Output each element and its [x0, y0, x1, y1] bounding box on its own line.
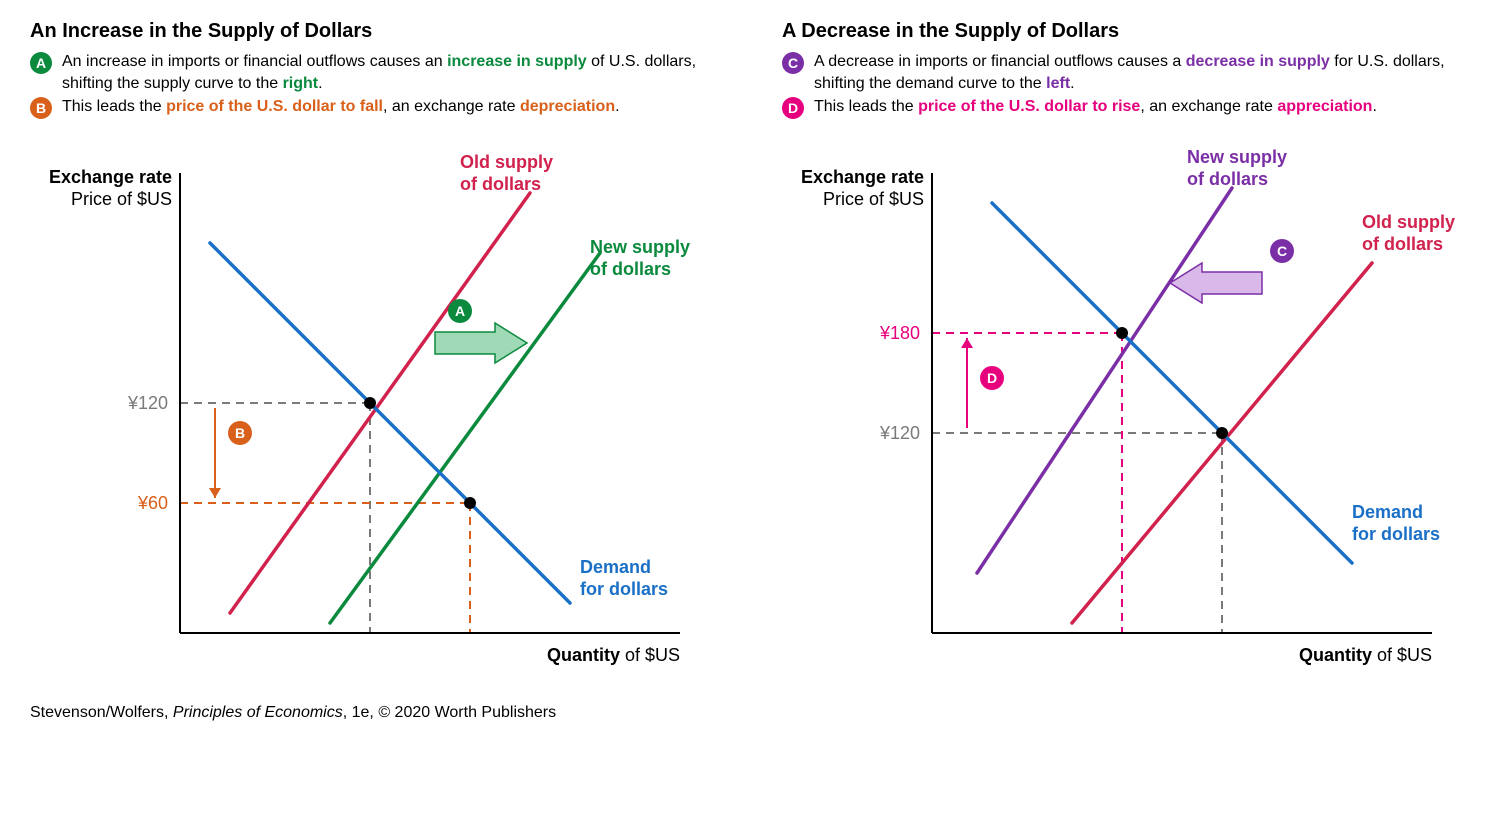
- svg-text:New supply: New supply: [590, 237, 690, 257]
- svg-text:New supply: New supply: [1187, 147, 1287, 167]
- left-panel: An Increase in the Supply of Dollars A An…: [30, 20, 722, 698]
- right-chart: ¥120¥180Old supplyof dollarsNew supplyof…: [782, 133, 1474, 698]
- svg-text:¥60: ¥60: [137, 493, 168, 513]
- svg-text:¥120: ¥120: [127, 393, 168, 413]
- svg-text:of dollars: of dollars: [1187, 169, 1268, 189]
- svg-text:for dollars: for dollars: [580, 579, 668, 599]
- chart-svg: ¥120¥180Old supplyof dollarsNew supplyof…: [782, 133, 1482, 693]
- svg-text:A: A: [455, 303, 465, 319]
- right-title: A Decrease in the Supply of Dollars: [782, 20, 1474, 43]
- svg-text:Exchange rate: Exchange rate: [49, 167, 172, 187]
- svg-text:C: C: [1277, 243, 1287, 259]
- bullet-item: A An increase in imports or financial out…: [30, 51, 722, 94]
- credit-line: Stevenson/Wolfers, Principles of Economi…: [30, 704, 1474, 722]
- bullet-item: C A decrease in imports or financial outf…: [782, 51, 1474, 94]
- svg-text:Price of $US: Price of $US: [823, 189, 924, 209]
- svg-text:¥120: ¥120: [879, 423, 920, 443]
- svg-text:Old supply: Old supply: [460, 152, 553, 172]
- chart-svg: ¥120¥60Old supplyof dollarsNew supplyof …: [30, 133, 730, 693]
- svg-text:Exchange rate: Exchange rate: [801, 167, 924, 187]
- svg-text:Old supply: Old supply: [1362, 212, 1455, 232]
- bullet-text: An increase in imports or financial outf…: [62, 51, 722, 94]
- bullet-text: This leads the price of the U.S. dollar …: [814, 96, 1474, 118]
- bullet-badge: A: [30, 52, 52, 74]
- left-bullets: A An increase in imports or financial out…: [30, 51, 722, 119]
- bullet-item: D This leads the price of the U.S. dollar…: [782, 96, 1474, 119]
- svg-text:¥180: ¥180: [879, 323, 920, 343]
- bullet-text: This leads the price of the U.S. dollar …: [62, 96, 722, 118]
- svg-text:Quantity of $US: Quantity of $US: [547, 645, 680, 665]
- right-panel: A Decrease in the Supply of Dollars C A d…: [782, 20, 1474, 698]
- bullet-badge: C: [782, 52, 804, 74]
- credit-title: Principles of Economics: [173, 704, 343, 721]
- svg-text:of dollars: of dollars: [590, 259, 671, 279]
- left-title: An Increase in the Supply of Dollars: [30, 20, 722, 43]
- credit-rest: , 1e, © 2020 Worth Publishers: [343, 704, 556, 721]
- bullet-badge: D: [782, 97, 804, 119]
- credit-authors: Stevenson/Wolfers,: [30, 704, 173, 721]
- svg-text:of dollars: of dollars: [1362, 234, 1443, 254]
- svg-text:Quantity of $US: Quantity of $US: [1299, 645, 1432, 665]
- svg-text:Price of $US: Price of $US: [71, 189, 172, 209]
- svg-text:of dollars: of dollars: [460, 174, 541, 194]
- bullet-badge: B: [30, 97, 52, 119]
- svg-text:Demand: Demand: [580, 557, 651, 577]
- bullet-item: B This leads the price of the U.S. dollar…: [30, 96, 722, 119]
- svg-text:Demand: Demand: [1352, 502, 1423, 522]
- svg-text:for dollars: for dollars: [1352, 524, 1440, 544]
- svg-text:D: D: [987, 370, 997, 386]
- page: An Increase in the Supply of Dollars A An…: [30, 20, 1474, 698]
- svg-text:B: B: [235, 425, 245, 441]
- right-bullets: C A decrease in imports or financial outf…: [782, 51, 1474, 119]
- left-chart: ¥120¥60Old supplyof dollarsNew supplyof …: [30, 133, 722, 698]
- bullet-text: A decrease in imports or financial outfl…: [814, 51, 1474, 94]
